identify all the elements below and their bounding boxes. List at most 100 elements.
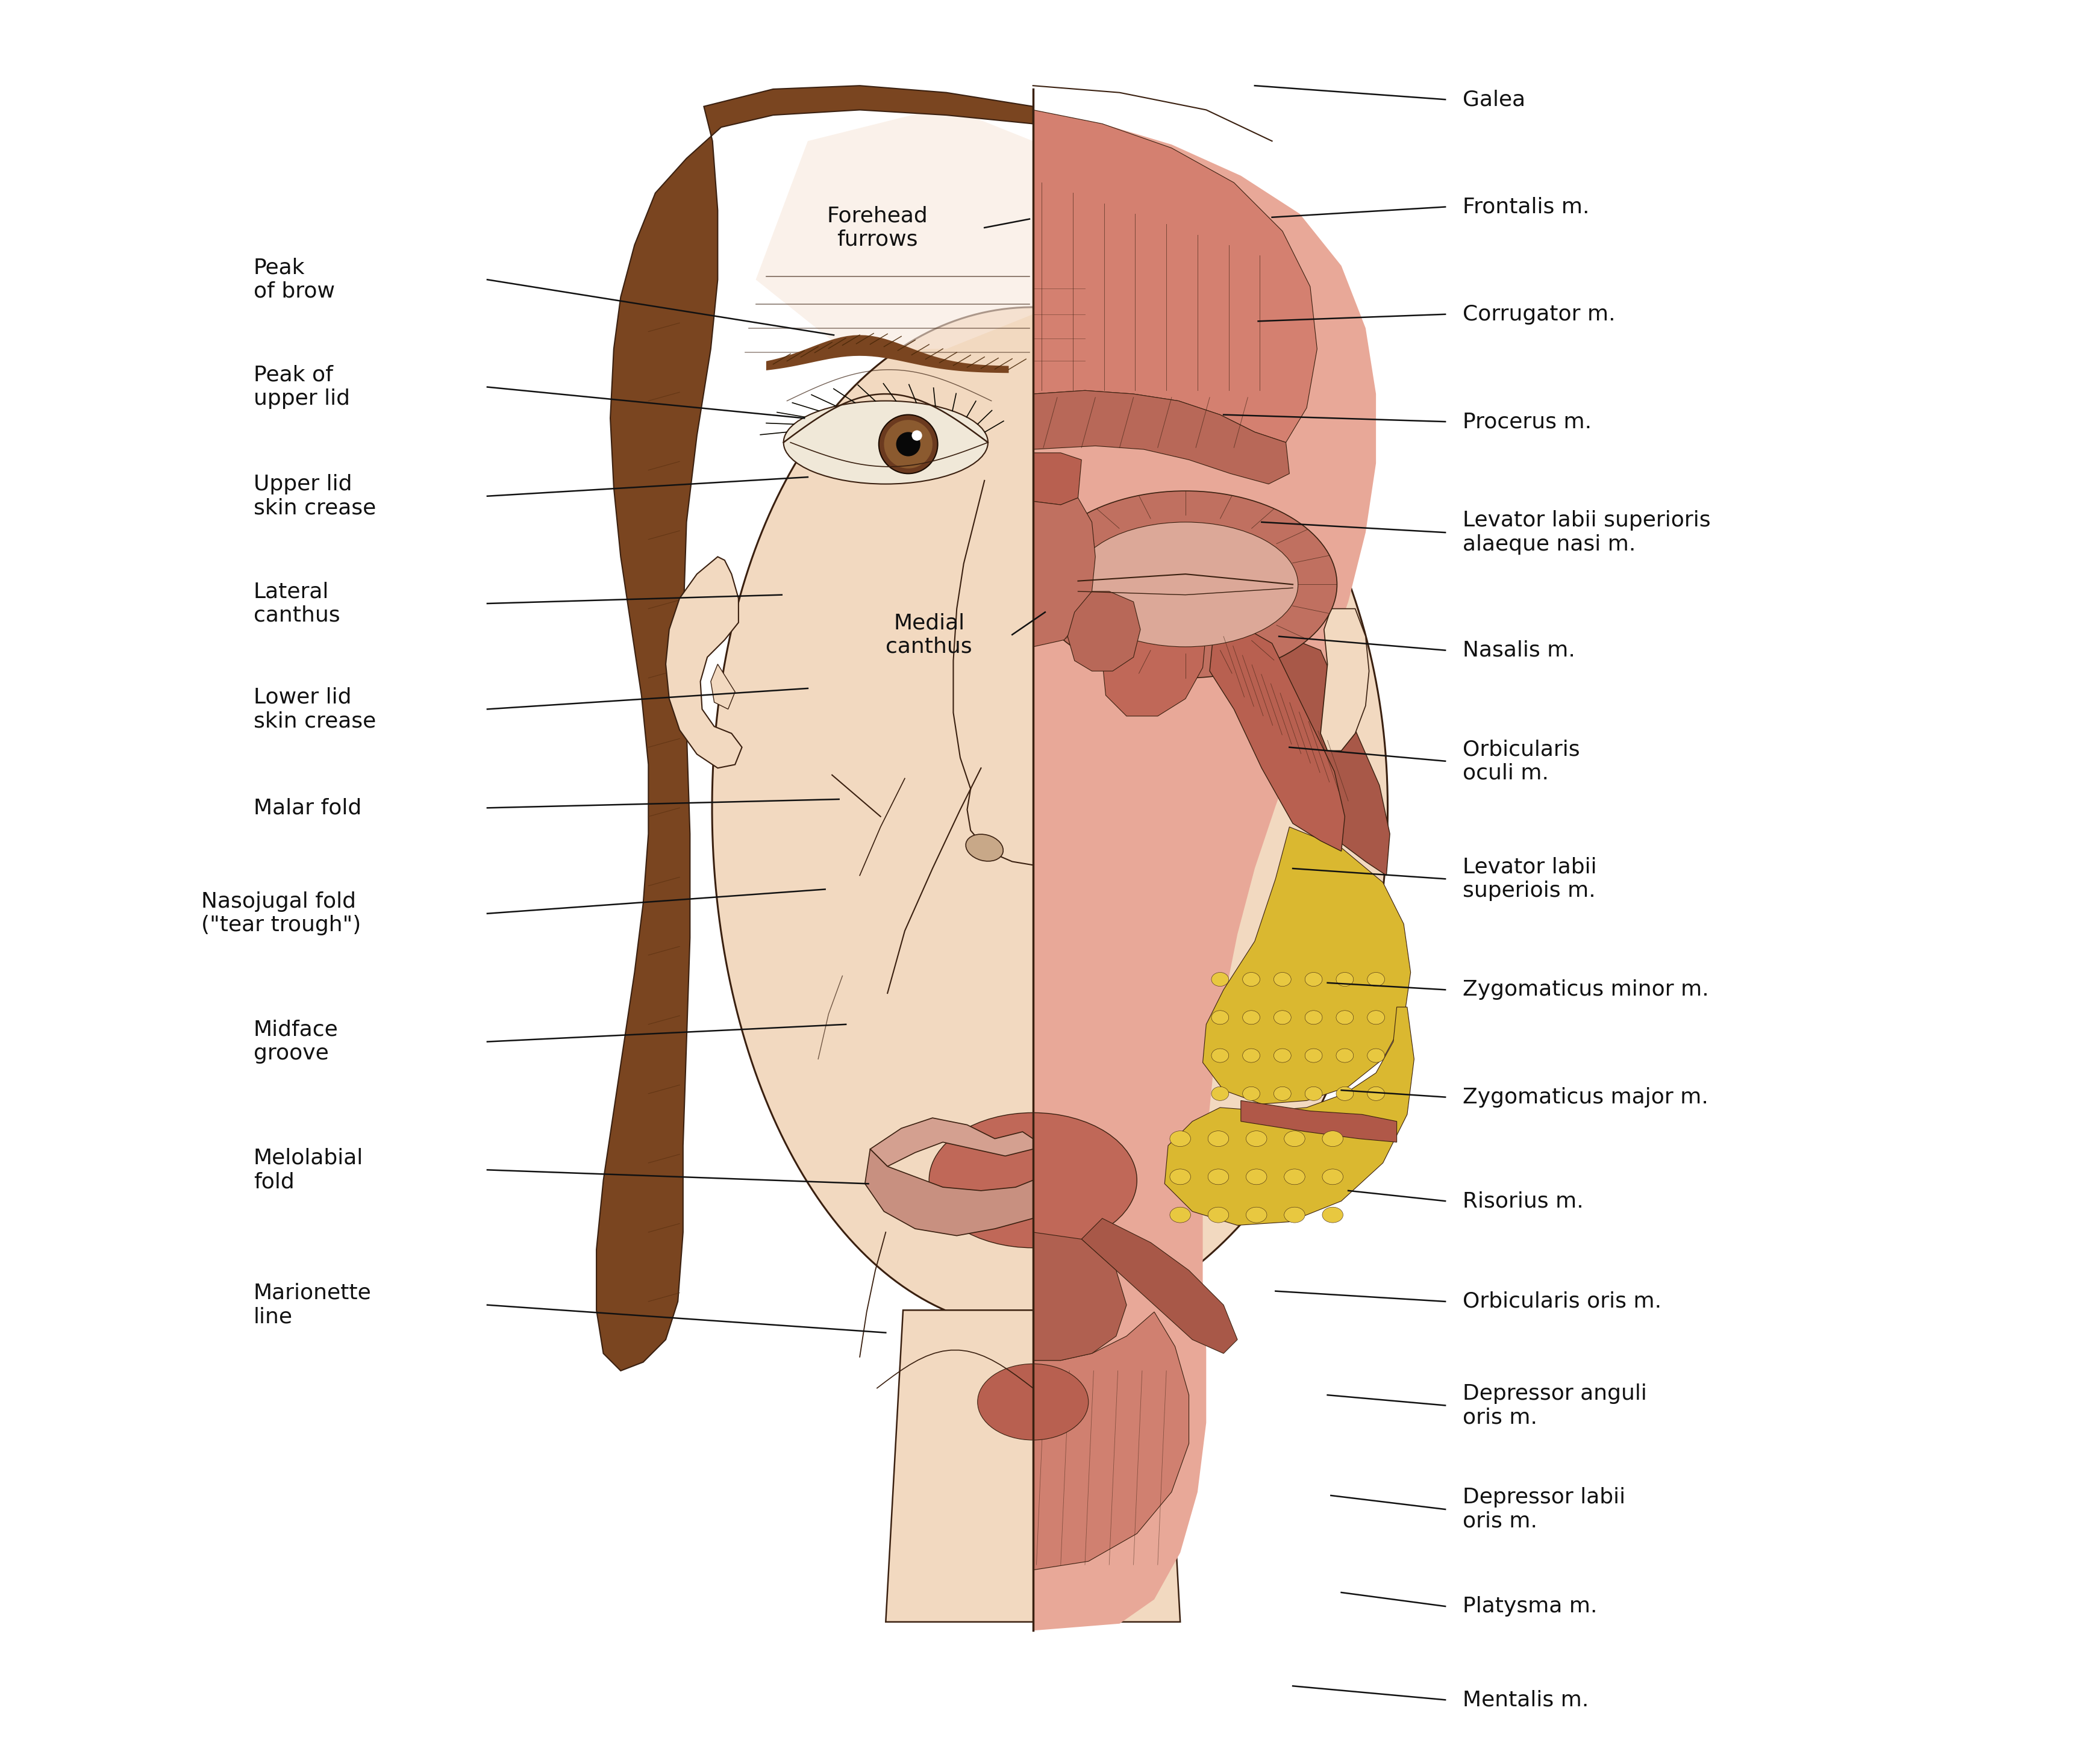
Polygon shape bbox=[1082, 1218, 1237, 1353]
Ellipse shape bbox=[1367, 1087, 1384, 1101]
Ellipse shape bbox=[878, 415, 937, 474]
Text: Depressor labii
oris m.: Depressor labii oris m. bbox=[1462, 1487, 1625, 1532]
Ellipse shape bbox=[1367, 1011, 1384, 1025]
Ellipse shape bbox=[897, 433, 920, 457]
Text: Forehead
furrows: Forehead furrows bbox=[825, 205, 928, 250]
Ellipse shape bbox=[1245, 1131, 1266, 1146]
Ellipse shape bbox=[1304, 1087, 1321, 1101]
Polygon shape bbox=[1210, 629, 1344, 851]
Polygon shape bbox=[666, 558, 741, 768]
Ellipse shape bbox=[1170, 1131, 1191, 1146]
Text: Orbicularis oris m.: Orbicularis oris m. bbox=[1462, 1291, 1661, 1311]
Polygon shape bbox=[596, 85, 1033, 1370]
Text: Lateral
canthus: Lateral canthus bbox=[254, 582, 340, 625]
Text: Peak
of brow: Peak of brow bbox=[254, 257, 334, 302]
Text: Orbicularis
oculi m.: Orbicularis oculi m. bbox=[1462, 738, 1579, 783]
Ellipse shape bbox=[884, 420, 932, 469]
Ellipse shape bbox=[1321, 1131, 1342, 1146]
Ellipse shape bbox=[1243, 973, 1260, 987]
Ellipse shape bbox=[977, 1364, 1088, 1440]
Text: Procerus m.: Procerus m. bbox=[1462, 412, 1592, 433]
Ellipse shape bbox=[1212, 973, 1228, 987]
Ellipse shape bbox=[928, 1113, 1136, 1247]
Polygon shape bbox=[1247, 636, 1390, 875]
Text: Upper lid
skin crease: Upper lid skin crease bbox=[254, 474, 376, 518]
Polygon shape bbox=[1241, 1101, 1397, 1143]
Ellipse shape bbox=[1336, 1049, 1352, 1063]
Ellipse shape bbox=[1245, 1169, 1266, 1185]
Ellipse shape bbox=[1212, 1049, 1228, 1063]
Ellipse shape bbox=[1273, 1087, 1292, 1101]
Ellipse shape bbox=[1073, 523, 1298, 646]
Ellipse shape bbox=[1283, 1131, 1304, 1146]
Ellipse shape bbox=[1170, 1207, 1191, 1223]
Text: Risorius m.: Risorius m. bbox=[1462, 1192, 1583, 1211]
Text: Peak of
upper lid: Peak of upper lid bbox=[254, 365, 351, 410]
Polygon shape bbox=[1163, 1007, 1413, 1225]
Ellipse shape bbox=[1336, 1011, 1352, 1025]
Ellipse shape bbox=[1243, 1049, 1260, 1063]
Text: Galea: Galea bbox=[1462, 89, 1525, 109]
Ellipse shape bbox=[1283, 1207, 1304, 1223]
Ellipse shape bbox=[1304, 1011, 1321, 1025]
Ellipse shape bbox=[1321, 1207, 1342, 1223]
Ellipse shape bbox=[1336, 1087, 1352, 1101]
Polygon shape bbox=[712, 307, 1388, 1329]
Polygon shape bbox=[756, 106, 1033, 349]
Text: Levator labii
superiois m.: Levator labii superiois m. bbox=[1462, 856, 1596, 902]
Text: Frontalis m.: Frontalis m. bbox=[1462, 196, 1590, 217]
Text: Depressor anguli
oris m.: Depressor anguli oris m. bbox=[1462, 1383, 1646, 1428]
Text: Lower lid
skin crease: Lower lid skin crease bbox=[254, 688, 376, 731]
Polygon shape bbox=[1321, 608, 1369, 750]
Polygon shape bbox=[710, 664, 735, 709]
Polygon shape bbox=[1033, 499, 1094, 646]
Ellipse shape bbox=[1321, 1169, 1342, 1185]
Text: Melolabial
fold: Melolabial fold bbox=[254, 1148, 363, 1192]
Polygon shape bbox=[1033, 109, 1376, 1631]
Ellipse shape bbox=[1367, 973, 1384, 987]
Ellipse shape bbox=[1304, 973, 1321, 987]
Ellipse shape bbox=[1170, 1169, 1191, 1185]
Polygon shape bbox=[1033, 391, 1289, 485]
Ellipse shape bbox=[1243, 1011, 1260, 1025]
Polygon shape bbox=[1033, 1232, 1126, 1360]
Ellipse shape bbox=[1304, 1049, 1321, 1063]
Ellipse shape bbox=[911, 431, 922, 441]
Ellipse shape bbox=[1245, 1207, 1266, 1223]
Ellipse shape bbox=[1273, 1049, 1292, 1063]
Ellipse shape bbox=[1243, 1087, 1260, 1101]
Ellipse shape bbox=[1212, 1087, 1228, 1101]
Ellipse shape bbox=[783, 401, 987, 485]
Ellipse shape bbox=[1033, 492, 1336, 677]
Polygon shape bbox=[766, 335, 1008, 373]
Polygon shape bbox=[1033, 1311, 1189, 1570]
Ellipse shape bbox=[1273, 973, 1292, 987]
Polygon shape bbox=[1033, 453, 1082, 505]
Ellipse shape bbox=[1273, 1011, 1292, 1025]
Ellipse shape bbox=[1367, 1049, 1384, 1063]
Text: Nasalis m.: Nasalis m. bbox=[1462, 639, 1575, 660]
Text: Mentalis m.: Mentalis m. bbox=[1462, 1690, 1588, 1711]
Text: Nasojugal fold
("tear trough"): Nasojugal fold ("tear trough") bbox=[202, 891, 361, 936]
Text: Zygomaticus minor m.: Zygomaticus minor m. bbox=[1462, 980, 1707, 1001]
Ellipse shape bbox=[1208, 1131, 1228, 1146]
Polygon shape bbox=[1067, 591, 1140, 670]
Text: Zygomaticus major m.: Zygomaticus major m. bbox=[1462, 1087, 1707, 1108]
Polygon shape bbox=[886, 1310, 1180, 1622]
Ellipse shape bbox=[1208, 1207, 1228, 1223]
Polygon shape bbox=[865, 1150, 1033, 1235]
Ellipse shape bbox=[1212, 1011, 1228, 1025]
Text: Midface
groove: Midface groove bbox=[254, 1020, 338, 1063]
Ellipse shape bbox=[1208, 1169, 1228, 1185]
Ellipse shape bbox=[966, 834, 1004, 862]
Text: Marionette
line: Marionette line bbox=[254, 1284, 372, 1327]
Text: Levator labii superioris
alaeque nasi m.: Levator labii superioris alaeque nasi m. bbox=[1462, 511, 1709, 554]
Text: Medial
canthus: Medial canthus bbox=[886, 613, 972, 657]
Text: Platysma m.: Platysma m. bbox=[1462, 1596, 1596, 1617]
Text: Malar fold: Malar fold bbox=[254, 797, 361, 818]
Text: Corrugator m.: Corrugator m. bbox=[1462, 304, 1615, 325]
Polygon shape bbox=[869, 1119, 1033, 1167]
Polygon shape bbox=[1103, 598, 1205, 716]
Ellipse shape bbox=[1283, 1169, 1304, 1185]
Polygon shape bbox=[1203, 827, 1411, 1105]
